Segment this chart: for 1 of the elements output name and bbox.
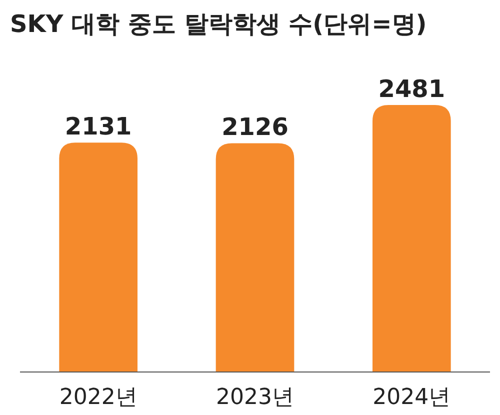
- title: SKY 대학 중도 탈락학생 수(단위=명): [10, 10, 427, 38]
